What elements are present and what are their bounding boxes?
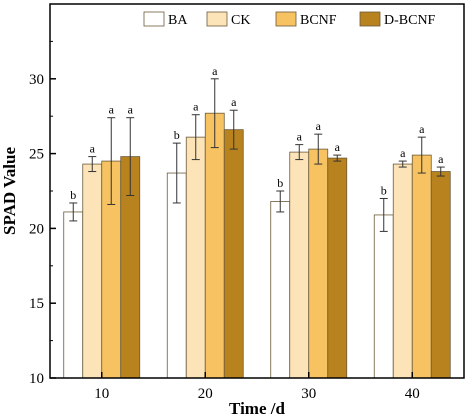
bar-ck-40 [392, 163, 413, 379]
bar-bcnf-40 [411, 154, 432, 379]
bar-ba-10 [63, 211, 84, 379]
bar-bcnf-30 [308, 148, 329, 379]
significance-label: a [438, 152, 444, 166]
significance-label: b [277, 176, 283, 190]
significance-label: a [297, 130, 303, 144]
significance-label: a [419, 122, 425, 136]
bar-bcnf-20 [204, 112, 225, 379]
y-tick-label: 25 [29, 147, 44, 163]
bar-d-bcnf-40 [430, 171, 451, 379]
bar-ba-30 [270, 201, 291, 379]
y-axis-title: SPAD Value [0, 147, 19, 235]
significance-label: b [174, 128, 180, 142]
y-tick-label: 30 [29, 72, 44, 88]
legend-swatch-ck [206, 11, 228, 27]
bar-ck-10 [82, 163, 103, 379]
y-tick-label: 15 [29, 296, 44, 312]
bar-ba-40 [373, 214, 394, 379]
x-tick-label: 30 [301, 386, 316, 402]
significance-label: a [90, 142, 96, 156]
legend-label-bcnf: BCNF [300, 13, 337, 28]
significance-label: b [70, 188, 76, 202]
x-axis-title: Time /d [229, 399, 285, 417]
legend-swatch-d-bcnf [359, 11, 381, 27]
significance-label: b [381, 183, 387, 197]
bar-ck-30 [289, 151, 310, 379]
significance-label: a [109, 103, 115, 117]
legend-label-d-bcnf: D-BCNF [384, 13, 436, 28]
y-tick-label: 10 [29, 371, 44, 387]
significance-label: a [231, 95, 237, 109]
significance-label: a [335, 140, 341, 154]
x-tick-label: 40 [405, 386, 420, 402]
y-tick-label: 20 [29, 221, 44, 237]
bar-d-bcnf-20 [223, 129, 244, 379]
significance-label: a [212, 64, 218, 78]
legend-swatch-bcnf [275, 11, 297, 27]
bar-ba-20 [166, 172, 187, 379]
x-tick-label: 20 [198, 386, 213, 402]
legend: BA CK BCNF D-BCNF [143, 11, 436, 28]
bar-d-bcnf-30 [327, 157, 348, 379]
bar-ck-20 [185, 136, 206, 379]
legend-label-ba: BA [168, 13, 188, 28]
legend-label-ck: CK [231, 13, 250, 28]
axes-layer: 10 15 20 25 30 10 20 30 40 [29, 3, 465, 402]
x-tick-label: 10 [94, 386, 109, 402]
significance-label: a [128, 103, 134, 117]
significance-label: a [316, 119, 322, 133]
legend-swatch-ba [143, 11, 165, 27]
significance-label: a [400, 146, 406, 160]
significance-label: a [193, 100, 199, 114]
